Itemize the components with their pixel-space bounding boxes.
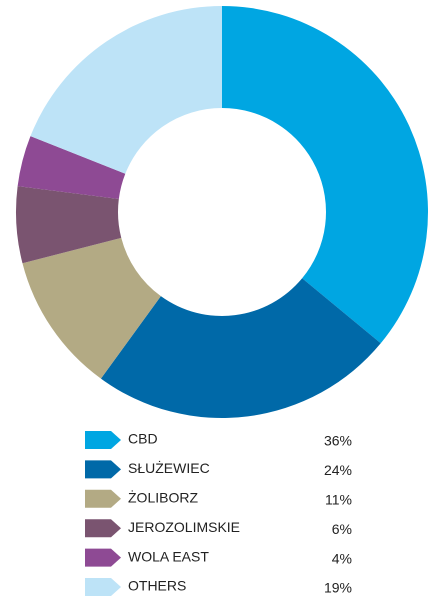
- donut-slice: [15, 186, 122, 264]
- legend-label: SŁUŻEWIEC: [128, 459, 210, 476]
- value-label: 4%: [332, 550, 352, 566]
- legend-swatch: [85, 489, 121, 508]
- legend-swatch: [85, 519, 121, 538]
- value-label: 24%: [324, 462, 352, 478]
- legend-swatch: [85, 578, 121, 596]
- legend-swatch: [85, 548, 121, 567]
- donut-slice: [30, 6, 222, 174]
- legend-swatch: [85, 431, 121, 449]
- value-label: 11%: [325, 492, 352, 508]
- donut-slice: [17, 136, 126, 199]
- donut-slice: [222, 6, 429, 344]
- legend-swatch: [85, 460, 121, 479]
- legend-label: WOLA EAST: [128, 548, 209, 564]
- donut-slice: [100, 278, 381, 418]
- value-label: 19%: [324, 580, 352, 596]
- legend-label: ŻOLIBORZ: [128, 489, 198, 506]
- legend-label: CBD: [128, 431, 158, 447]
- value-label: 36%: [324, 433, 352, 449]
- value-label: 6%: [332, 521, 352, 537]
- legend-label: OTHERS: [128, 578, 186, 594]
- legend-label: JEROZOLIMSKIE: [128, 519, 240, 535]
- donut-slice: [22, 237, 161, 379]
